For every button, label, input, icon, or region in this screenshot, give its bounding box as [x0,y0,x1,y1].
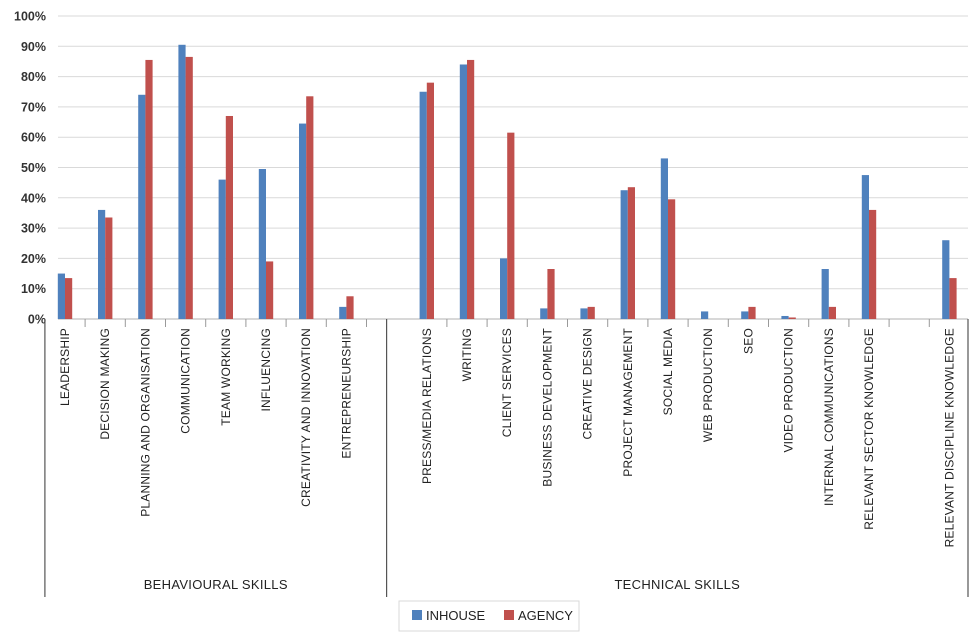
bar-inhouse [741,311,749,319]
category-label: SOCIAL MEDIA [661,328,675,415]
bar-agency [949,278,957,319]
bar-agency [869,209,877,319]
bar-agency [145,59,153,320]
category-label: PROJECT MANAGEMENT [621,328,635,477]
category-label: PLANNING AND ORGANISATION [138,328,152,517]
bar-inhouse [701,311,709,319]
category-label: CREATIVE DESIGN [581,328,595,439]
category-label: CREATIVITY AND INNOVATION [299,328,313,507]
category-label: INTERNAL COMMUNICATIONS [822,328,836,506]
bar-agency [627,187,635,319]
bar-inhouse [580,308,588,319]
legend-swatch-inhouse [412,610,422,620]
category-labels: LEADERSHIP DECISION MAKING PLANNING AND OR… [44,319,969,597]
bar-agency [788,317,796,319]
category-label: TEAM WORKING [219,328,233,426]
y-tick-label: 30% [21,222,46,236]
category-label: COMMUNICATION [179,328,193,434]
legend-box [398,600,580,632]
category-label: SEO [741,328,755,354]
bar-agency [225,115,233,320]
y-tick-label: 20% [21,252,46,266]
category-label: LEADERSHIP [58,328,72,406]
category-label: WRITING [460,328,474,381]
legend-label-inhouse: INHOUSE [426,608,486,623]
category-label: INFLUENCING [259,328,273,412]
bar-inhouse [57,273,65,319]
y-tick-label: 80% [21,70,46,84]
category-label: DECISION MAKING [98,328,112,440]
bars [57,44,957,320]
bar-agency [828,306,836,319]
bar-inhouse [861,175,869,319]
category-label: RELEVANT SECTOR KNOWLEDGE [862,328,876,530]
bar-inhouse [660,158,668,319]
legend-label-agency: AGENCY [518,608,573,623]
legend-swatch-agency [504,610,514,620]
bar-agency [748,306,756,319]
y-tick-label: 100% [14,10,46,24]
bar-agency [507,132,515,319]
y-tick-label: 40% [21,191,46,205]
bar-inhouse [419,91,427,319]
y-tick-label: 90% [21,40,46,54]
group-label: BEHAVIOURAL SKILLS [144,577,288,592]
bar-inhouse [500,258,508,319]
bar-agency [185,56,193,319]
category-label: RELEVANT DISCIPLINE KNOWLEDGE [942,328,956,547]
bar-agency [668,199,676,319]
bar-inhouse [339,306,347,319]
bar-inhouse [459,64,467,319]
group-label: TECHNICAL SKILLS [614,577,740,592]
bar-agency [306,96,314,319]
bar-inhouse [781,315,789,319]
y-tick-label: 10% [21,282,46,296]
bar-inhouse [942,240,950,319]
bar-agency [105,217,113,319]
category-label: PRESS/MEDIA RELATIONS [420,328,434,484]
bar-inhouse [178,44,186,319]
category-label: VIDEO PRODUCTION [782,328,796,453]
bar-inhouse [821,269,829,319]
y-tick-label: 70% [21,100,46,114]
bar-inhouse [620,190,628,319]
y-tick-label: 0% [28,313,46,327]
category-label: ENTREPRENEURSHIP [339,328,353,459]
bar-inhouse [218,179,226,319]
bar-inhouse [540,308,548,319]
bar-agency [266,261,274,319]
bar-inhouse [138,94,146,319]
category-label: CLIENT SERVICES [500,328,514,437]
y-tick-label: 60% [21,131,46,145]
y-tick-label: 50% [21,161,46,175]
bar-agency [547,269,555,319]
category-label: WEB PRODUCTION [701,328,715,442]
bar-inhouse [299,123,307,319]
legend: INHOUSE AGENCY [398,600,580,632]
bar-agency [587,306,595,319]
bar-agency [346,296,354,319]
bar-agency [65,278,73,319]
bar-inhouse [98,209,106,319]
category-label: BUSINESS DEVELOPMENT [540,328,554,487]
y-axis: 0% 10% 20% 30% 40% 50% 60% 70% 80% 90% 100% [14,10,46,327]
bar-inhouse [258,169,266,319]
group-labels: BEHAVIOURAL SKILLS TECHNICAL SKILLS [144,577,740,592]
bar-agency [467,59,475,320]
bar-agency [426,82,434,319]
